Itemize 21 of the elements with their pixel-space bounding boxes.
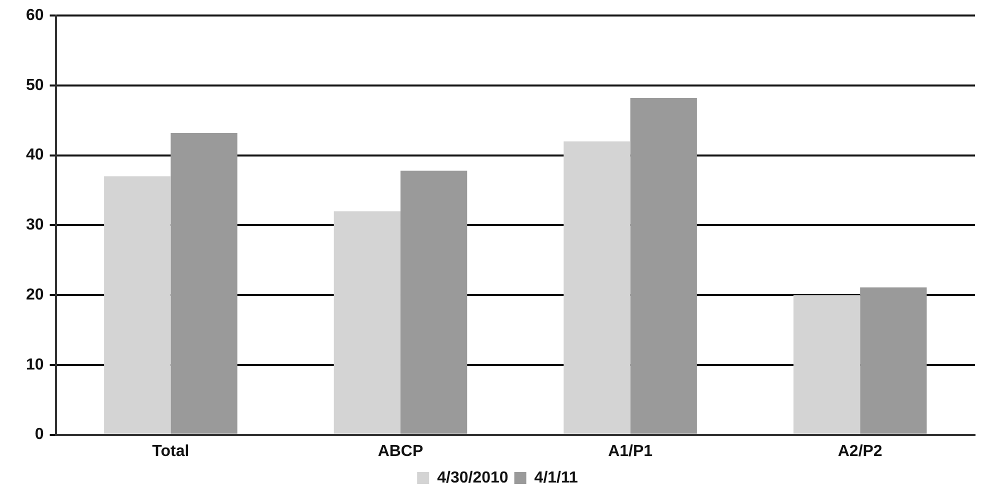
x-tick-label: A1/P1 [608,442,653,460]
bar [564,141,630,434]
bar [400,170,468,434]
y-tick-label: 10 [26,356,44,374]
bar [860,287,927,434]
y-tick-label: 20 [26,286,44,304]
bar [170,132,238,434]
legend-label: 4/1/11 [534,469,578,486]
y-tick-label: 30 [26,216,44,234]
bar [104,176,171,434]
x-tick-label: ABCP [378,442,424,460]
y-tick-label: 50 [26,76,44,94]
bar [630,98,697,434]
bar [793,295,860,434]
y-tick-label: 60 [26,7,44,24]
y-tick-label: 40 [26,146,44,164]
legend-label: 4/30/2010 [437,469,508,486]
x-tick-label: A2/P2 [838,442,882,460]
x-tick-label: Total [152,442,190,460]
y-tick-label: 0 [34,426,44,444]
bar [334,211,400,434]
